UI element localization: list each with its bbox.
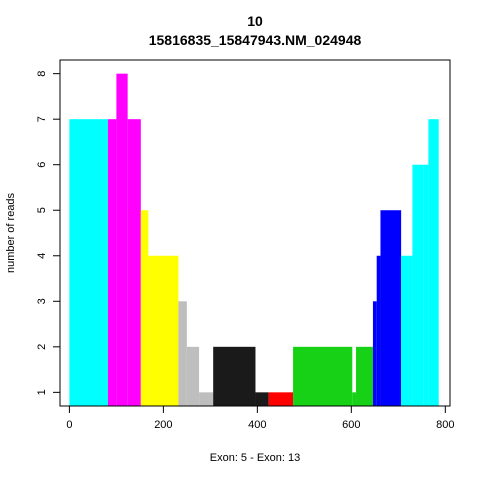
bar bbox=[186, 346, 200, 406]
x-tick-label: 800 bbox=[436, 419, 454, 431]
bar bbox=[69, 119, 108, 407]
bar bbox=[148, 255, 179, 406]
bar bbox=[199, 392, 214, 406]
bar bbox=[356, 346, 373, 406]
bar bbox=[380, 210, 402, 406]
chart-title: 10 bbox=[247, 13, 263, 29]
bar bbox=[213, 346, 256, 406]
x-tick-label: 200 bbox=[154, 419, 172, 431]
y-axis: 1 2 3 4 5 6 7 8 bbox=[36, 71, 61, 395]
bar bbox=[352, 392, 357, 406]
x-tick-label: 400 bbox=[248, 419, 266, 431]
y-tick-label: 2 bbox=[36, 344, 48, 350]
y-tick-label: 8 bbox=[36, 71, 48, 77]
bar bbox=[428, 119, 439, 407]
bar bbox=[401, 255, 413, 406]
y-tick-label: 3 bbox=[36, 298, 48, 304]
y-axis-label: number of reads bbox=[5, 192, 17, 273]
bar bbox=[372, 301, 377, 406]
bar bbox=[178, 301, 187, 406]
bar bbox=[140, 210, 149, 406]
x-tick-label: 0 bbox=[66, 419, 72, 431]
y-tick-label: 1 bbox=[36, 389, 48, 395]
bar bbox=[423, 164, 429, 406]
y-tick-label: 7 bbox=[36, 116, 48, 122]
bar bbox=[268, 392, 294, 406]
bar bbox=[116, 73, 128, 406]
bar bbox=[255, 392, 269, 406]
chart-subtitle: 15816835_15847943.NM_024948 bbox=[149, 32, 362, 48]
bar-group bbox=[69, 73, 439, 407]
bar bbox=[107, 119, 117, 407]
bar bbox=[127, 119, 141, 407]
x-axis: 0 200 400 600 800 bbox=[66, 405, 454, 431]
x-tick-label: 600 bbox=[342, 419, 360, 431]
x-axis-label: Exon: 5 - Exon: 13 bbox=[210, 452, 301, 464]
bar bbox=[412, 164, 424, 406]
bar bbox=[376, 255, 381, 406]
y-tick-label: 6 bbox=[36, 162, 48, 168]
y-tick-label: 4 bbox=[36, 253, 48, 259]
bar bbox=[293, 346, 353, 406]
y-tick-label: 5 bbox=[36, 207, 48, 213]
